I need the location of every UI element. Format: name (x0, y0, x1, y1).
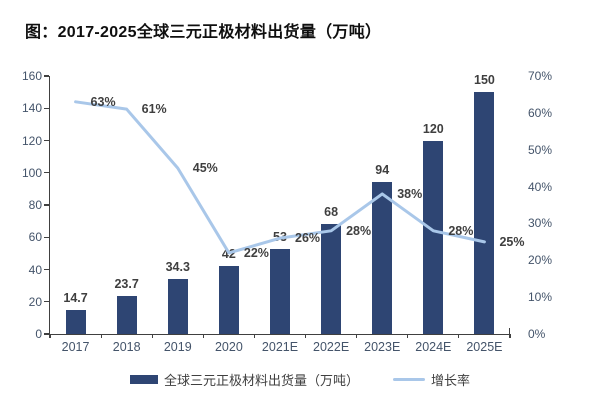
x-axis-tick (151, 334, 153, 338)
bar (372, 182, 393, 334)
legend-item-growth-rate: 增长率 (393, 370, 470, 389)
right-axis-label: 0% (528, 327, 546, 341)
x-axis-label: 2022E (313, 340, 350, 354)
right-axis-label: 60% (528, 105, 553, 120)
bar-value-label: 150 (474, 73, 495, 88)
y-axis-tick (44, 107, 49, 109)
x-axis-label: 2025E (466, 340, 503, 354)
y-axis-tick (44, 301, 49, 303)
bar (167, 278, 188, 334)
y-axis-tick (44, 139, 49, 142)
right-axis-label: 10% (528, 290, 553, 305)
y-axis-line (49, 76, 51, 334)
x-axis-line (49, 334, 510, 336)
bar (474, 92, 495, 334)
right-axis-label: 30% (528, 216, 553, 231)
right-axis-label: 70% (528, 69, 553, 83)
growth-rate-label: 25% (499, 234, 525, 249)
x-axis-tick (202, 334, 204, 338)
y-axis-tick (44, 236, 49, 238)
y-axis-label: 80 (28, 198, 42, 212)
growth-rate-label: 28% (448, 223, 474, 238)
growth-rate-label: 38% (397, 186, 423, 201)
growth-rate-label: 63% (90, 94, 116, 109)
growth-rate-label: 22% (243, 245, 269, 260)
bar-value-label: 14.7 (63, 291, 88, 306)
bar (270, 248, 290, 334)
x-axis-label: 2017 (61, 340, 90, 354)
bar (423, 140, 444, 334)
legend: 全球三元正极材料出货量（万吨） 增长率 (0, 370, 600, 389)
bar (65, 310, 86, 334)
x-axis-tick (253, 334, 256, 338)
right-axis-label: 20% (528, 253, 553, 268)
bar (321, 224, 342, 334)
x-axis-tick (49, 334, 51, 338)
x-axis-tick (304, 334, 307, 338)
legend-label-shipments: 全球三元正极材料出货量（万吨） (163, 373, 359, 388)
bar (116, 295, 137, 334)
right-axis-label: 40% (528, 179, 553, 194)
growth-rate-label: 61% (141, 102, 167, 117)
y-axis-label: 100 (21, 165, 42, 180)
y-axis-tick (44, 333, 49, 335)
x-axis-label: 2018 (112, 340, 141, 354)
y-axis-tick (44, 75, 49, 77)
growth-rate-label: 28% (346, 223, 372, 238)
y-axis-label: 20 (28, 294, 42, 309)
legend-bar-swatch-icon (129, 375, 158, 384)
y-axis-label: 60 (28, 230, 42, 245)
x-axis-label: 2024E (415, 340, 452, 354)
x-axis-label: 2021E (261, 340, 299, 354)
legend-item-shipments: 全球三元正极材料出货量（万吨） (129, 370, 359, 389)
y-axis-tick (44, 204, 49, 206)
x-axis-label: 2020 (214, 340, 243, 354)
y-axis-label: 160 (21, 69, 42, 83)
x-axis-tick (356, 334, 358, 338)
bar-value-label: 94 (375, 163, 390, 178)
y-axis-tick (44, 268, 49, 271)
bar (218, 266, 239, 334)
x-axis-tick (100, 334, 102, 338)
bar-value-label: 34.3 (165, 259, 190, 274)
y-axis-label: 120 (21, 133, 42, 148)
right-axis-label: 50% (528, 142, 553, 157)
bar-value-label: 68 (324, 205, 339, 220)
growth-rate-label: 45% (192, 161, 218, 176)
chart-title: 图：2017-2025全球三元正极材料出货量（万吨） (25, 24, 382, 41)
x-axis-label: 2023E (364, 340, 401, 354)
bar-value-label: 120 (422, 121, 444, 136)
legend-label-growth-rate: 增长率 (431, 373, 471, 388)
x-axis-end-tick (509, 328, 511, 334)
x-axis-tick (509, 334, 511, 338)
x-axis-tick (407, 334, 409, 338)
y-axis-label: 40 (28, 262, 42, 277)
growth-rate-label: 26% (295, 231, 321, 246)
y-axis-tick (44, 172, 49, 174)
y-axis-label: 0 (35, 327, 42, 341)
bar-value-label: 23.7 (114, 276, 139, 291)
y-axis-label: 140 (21, 101, 42, 116)
x-axis-tick (458, 334, 460, 338)
legend-line-swatch-icon (393, 377, 425, 382)
x-axis-label: 2019 (163, 340, 192, 354)
